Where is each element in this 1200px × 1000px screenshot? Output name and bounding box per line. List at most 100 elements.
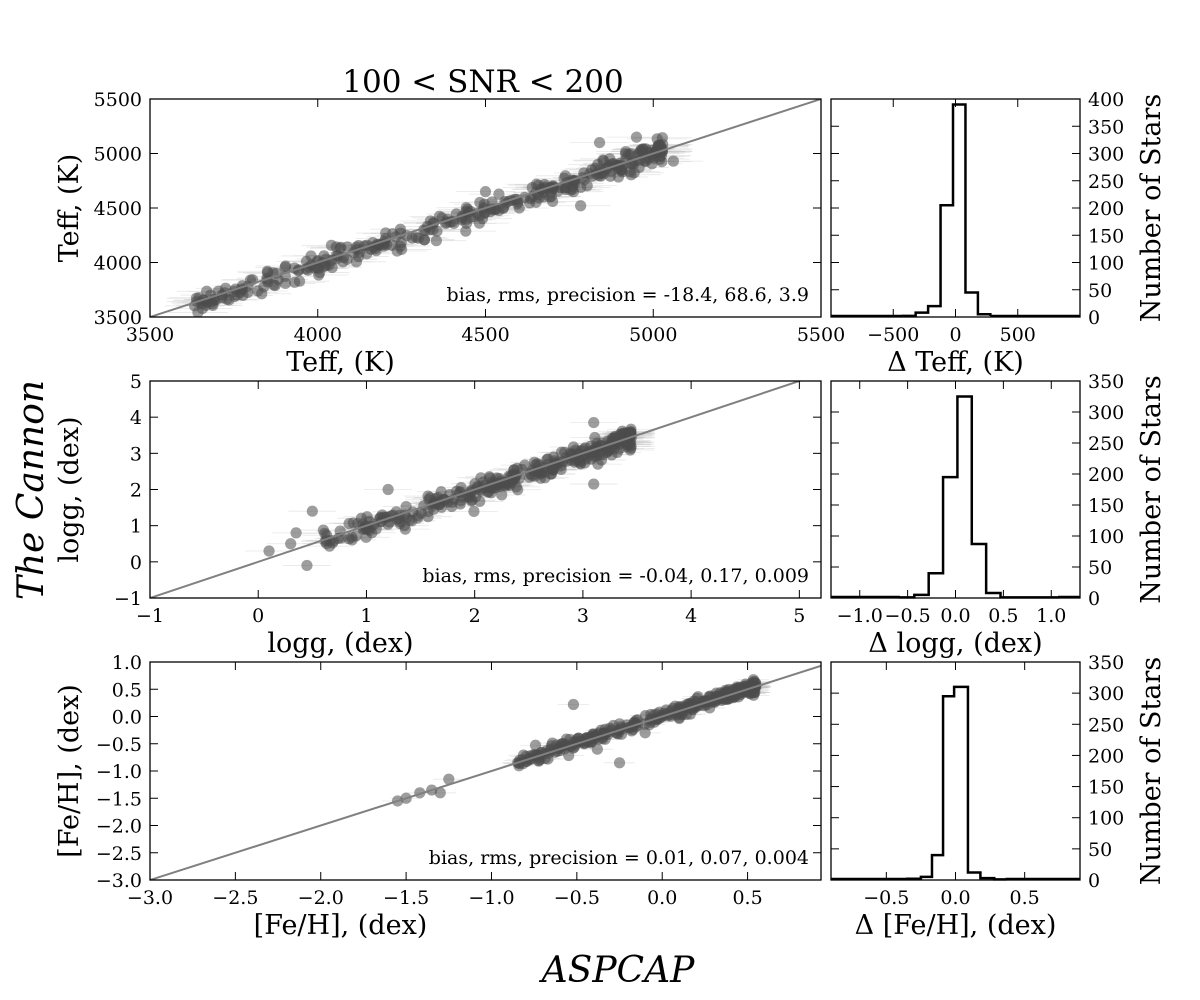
data-point	[468, 505, 480, 517]
data-point	[639, 709, 652, 722]
histogram-bin	[957, 397, 971, 599]
data-point	[529, 739, 542, 751]
data-point	[325, 239, 338, 251]
data-point	[625, 169, 637, 181]
histogram-bin	[929, 573, 943, 598]
x-tick-label: −3.0	[127, 887, 173, 909]
histogram-step	[898, 395, 1060, 599]
y-tick-label: 0	[1088, 588, 1100, 610]
data-point	[430, 235, 442, 247]
data-point	[350, 256, 363, 268]
data-point	[290, 527, 302, 539]
y-tick-label: 1.0	[112, 652, 142, 674]
data-point	[528, 456, 541, 468]
y-tick-label: −1.5	[96, 788, 142, 810]
data-point	[378, 240, 390, 252]
histogram-step	[901, 103, 992, 318]
y-tick-label: 5	[130, 371, 142, 393]
data-point	[479, 186, 492, 198]
y-tick-label: −2.0	[96, 816, 142, 838]
x-tick-label: −2.5	[212, 887, 258, 909]
data-point	[613, 757, 626, 769]
y-tick-label: 4000	[94, 253, 142, 275]
data-point	[636, 145, 648, 158]
x-tick-label: 1.0	[1036, 605, 1066, 627]
data-point	[343, 517, 355, 530]
histogram-bin	[953, 104, 965, 317]
data-point	[280, 260, 292, 272]
x-axis-label: logg, (dex)	[267, 628, 413, 659]
x-tick-label: 0.0	[647, 887, 677, 909]
x-tick-label: 5500	[797, 324, 845, 346]
y-tick-label: 2	[130, 480, 142, 502]
data-point	[460, 225, 472, 237]
x-tick-label: 5000	[629, 324, 677, 346]
x-tick-label: −500	[867, 324, 919, 346]
y-tick-label: 200	[1088, 198, 1124, 220]
data-point	[604, 153, 616, 165]
y-tick-label: 250	[1088, 714, 1124, 736]
y-tick-label: 50	[1088, 557, 1112, 579]
y-tick-label: 3500	[94, 307, 142, 329]
hist-frame	[830, 380, 1081, 599]
feh-scatter-panel: −3.0 −2.5 −2.0 −1.5 −1.0 −0.5 0.0 0.5 −3.0 −2.5 −2…	[54, 652, 822, 941]
y-tick-label: 100	[1088, 526, 1124, 548]
y-axis-label: Number of Stars	[1136, 94, 1167, 322]
y-tick-label: −1.0	[96, 761, 142, 783]
x-tick-label: −0.5	[863, 887, 909, 909]
data-point	[382, 483, 394, 496]
data-point	[305, 250, 317, 262]
data-point	[360, 531, 372, 543]
x-tick-label: 4	[685, 605, 697, 627]
data-point	[574, 457, 586, 469]
data-point	[523, 471, 535, 483]
teff-scatter-panel: 3500 4000 4500 5000 5500 3500 4000 4500 5000 5500…	[54, 89, 845, 378]
logg-histogram-panel: −1.0 −0.5 0.0 0.5 1.0 0 50 100 150 200 250 300 350 Δ …	[830, 371, 1167, 659]
y-tick-label: −3.0	[96, 870, 142, 892]
data-point	[455, 482, 467, 494]
data-point	[443, 773, 455, 785]
data-point	[434, 787, 446, 799]
y-tick-label: 50	[1088, 839, 1112, 861]
data-point	[306, 505, 318, 517]
y-tick-label: 250	[1088, 171, 1124, 193]
histogram-bin	[943, 696, 954, 880]
y-tick-label: 5000	[94, 144, 142, 166]
y-tick-label: 4	[130, 407, 142, 429]
hist-frame	[830, 98, 1081, 318]
x-axis-label: [Fe/H], (dex)	[254, 910, 428, 941]
figure-supxlabel: ASPCAP	[539, 950, 695, 991]
x-tick-label: 3500	[126, 324, 174, 346]
stats-annotation: bias, rms, precision = -0.04, 0.17, 0.00…	[422, 565, 809, 587]
y-tick-label: 1	[130, 516, 142, 538]
hist-frame	[830, 661, 1081, 881]
y-axis-label: [Fe/H], (dex)	[54, 684, 85, 858]
data-point	[496, 489, 508, 501]
data-point	[201, 285, 213, 297]
y-tick-label: 100	[1088, 808, 1124, 830]
data-point	[473, 210, 486, 222]
data-point	[293, 275, 306, 287]
x-tick-label: 4500	[461, 324, 509, 346]
histogram-bin	[965, 292, 977, 317]
plot-area	[150, 664, 821, 880]
figure-title: 100 < SNR < 200	[342, 64, 623, 100]
x-tick-label: 1	[360, 605, 372, 627]
data-point	[581, 180, 593, 192]
y-axis-label: logg, (dex)	[54, 416, 85, 562]
data-point	[591, 743, 603, 755]
histogram-bin	[941, 205, 953, 317]
data-point	[513, 202, 525, 214]
y-tick-label: 300	[1088, 683, 1124, 705]
data-point	[231, 289, 243, 301]
data-point	[334, 242, 346, 254]
x-tick-label: 0.5	[1010, 887, 1040, 909]
y-tick-label: −0.5	[96, 734, 142, 756]
y-tick-label: 4500	[94, 198, 142, 220]
histogram-bin	[972, 544, 986, 598]
y-tick-label: −2.5	[96, 843, 142, 865]
data-point	[508, 464, 520, 476]
y-tick-label: 0	[1088, 870, 1100, 892]
y-tick-label: 0	[1088, 307, 1100, 329]
y-tick-label: 250	[1088, 433, 1124, 455]
